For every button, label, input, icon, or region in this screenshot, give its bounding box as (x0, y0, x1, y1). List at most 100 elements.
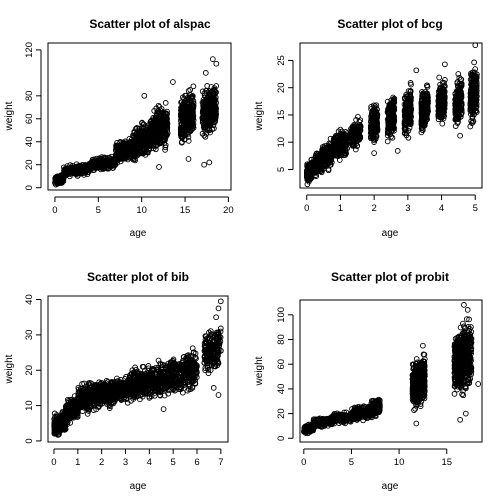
x-tick-label: 3 (405, 203, 410, 214)
y-axis-label: weight (4, 101, 15, 131)
scatter-panel-bib: Scatter plot of bib age weight 0 1 2 3 4 5 6 7 0… (4, 270, 229, 492)
scatter-point (121, 140, 128, 147)
y-axis-label: weight (4, 354, 15, 384)
x-tick-label: 1 (75, 457, 80, 468)
scatter-point (130, 139, 136, 145)
x-tick-label: 2 (99, 457, 104, 468)
scatter-point (93, 163, 99, 170)
scatter-point (371, 150, 377, 156)
scatter-point (123, 146, 129, 152)
y-tick-label: 0 (24, 438, 35, 443)
scatter-point (209, 56, 216, 62)
scatter-point (134, 134, 141, 140)
scatter-point (141, 128, 148, 135)
scatter-point (206, 159, 213, 166)
scatter-point (170, 79, 176, 85)
y-tick-label: 80 (24, 91, 35, 102)
scatter-point (88, 159, 95, 165)
scatter-panel-bcg: Scatter plot of bcg age weight 0 1 2 3 4 5510… (254, 17, 483, 239)
x-tick-label: 0 (304, 203, 309, 214)
scatter-point (145, 149, 151, 156)
scatter-point (472, 42, 479, 49)
x-tick-label: 7 (218, 457, 223, 468)
scatter-point (58, 179, 65, 186)
x-tick-label: 3 (123, 457, 128, 468)
scatter-point (116, 155, 123, 162)
scatter-point (73, 169, 80, 176)
y-tick-label: 5 (276, 167, 287, 172)
scatter-point (439, 120, 446, 127)
scatter-points (51, 298, 224, 438)
scatter-point (394, 148, 401, 154)
scatter-point (105, 158, 112, 164)
x-tick-label: 5 (473, 203, 478, 214)
scatter-point (185, 156, 192, 162)
scatter-point (79, 162, 86, 168)
scatter-point (137, 150, 144, 157)
scatter-points (52, 56, 220, 188)
x-tick-label: 4 (147, 457, 152, 468)
scatter-point (442, 61, 448, 68)
scatter-point (54, 173, 61, 180)
y-tick-label: 20 (24, 365, 35, 376)
scatter-point (115, 149, 121, 155)
scatter-point (113, 150, 120, 157)
x-axis-label: age (130, 481, 147, 492)
scatter-panel-alspac: Scatter plot of alspac age weight 0 5 10 15… (4, 17, 234, 239)
scatter-point (132, 126, 139, 132)
scatter-point (201, 161, 207, 168)
scatter-point (384, 138, 391, 145)
y-tick-label: 120 (24, 42, 35, 58)
x-tick-label: 20 (223, 205, 234, 216)
x-tick-label: 5 (171, 457, 176, 468)
scatter-point (98, 161, 105, 168)
y-tick-label: 20 (276, 82, 287, 93)
y-tick-label: 40 (24, 136, 35, 147)
chart-title: Scatter plot of alspac (89, 17, 211, 31)
axis-ticks: 0 5 10 15 20 0 20 40 60 80 120 (24, 42, 234, 216)
scatter-point (63, 170, 69, 177)
y-tick-label: 25 (276, 55, 287, 66)
scatter-point (130, 147, 137, 154)
scatter-point (141, 145, 147, 151)
chart-title: Scatter plot of bib (87, 270, 189, 284)
x-tick-label: 5 (96, 205, 101, 216)
scatter-point (141, 92, 148, 99)
scatter-point (156, 164, 162, 170)
scatter-point (136, 147, 143, 154)
scatter-point (457, 132, 463, 139)
scatter-point (202, 133, 209, 140)
scatter-point (53, 177, 60, 183)
x-axis-label: age (130, 228, 147, 239)
scatter-point (213, 60, 220, 67)
x-tick-label: 10 (136, 205, 147, 216)
y-tick-label: 40 (24, 294, 35, 305)
x-tick-label: 6 (194, 457, 199, 468)
y-tick-label: 20 (24, 159, 35, 170)
scatter-point (122, 141, 129, 148)
y-tick-label: 60 (24, 114, 35, 125)
x-tick-label: 4 (439, 203, 444, 214)
scatter-point (187, 86, 194, 93)
x-tick-label: 0 (52, 205, 57, 216)
x-axis-label: age (382, 228, 399, 239)
y-tick-label: 30 (24, 330, 35, 341)
scatter-point (436, 74, 443, 81)
x-tick-label: 0 (51, 457, 56, 468)
chart-title: Scatter plot of bcg (337, 17, 442, 31)
scatter-point (132, 157, 138, 164)
scatter-point (73, 171, 80, 178)
scatter-point (69, 162, 76, 169)
scatter-point (63, 166, 70, 173)
scatter-point (413, 67, 420, 74)
y-tick-label: 10 (276, 137, 287, 148)
scatter-point (202, 70, 209, 76)
scatter-point (162, 100, 169, 106)
scatter-point (120, 151, 127, 158)
scatter-point (139, 139, 146, 145)
x-tick-label: 2 (371, 203, 376, 214)
y-tick-label: 0 (24, 185, 35, 190)
scatter-points (303, 42, 480, 188)
x-tick-label: 15 (180, 205, 191, 216)
